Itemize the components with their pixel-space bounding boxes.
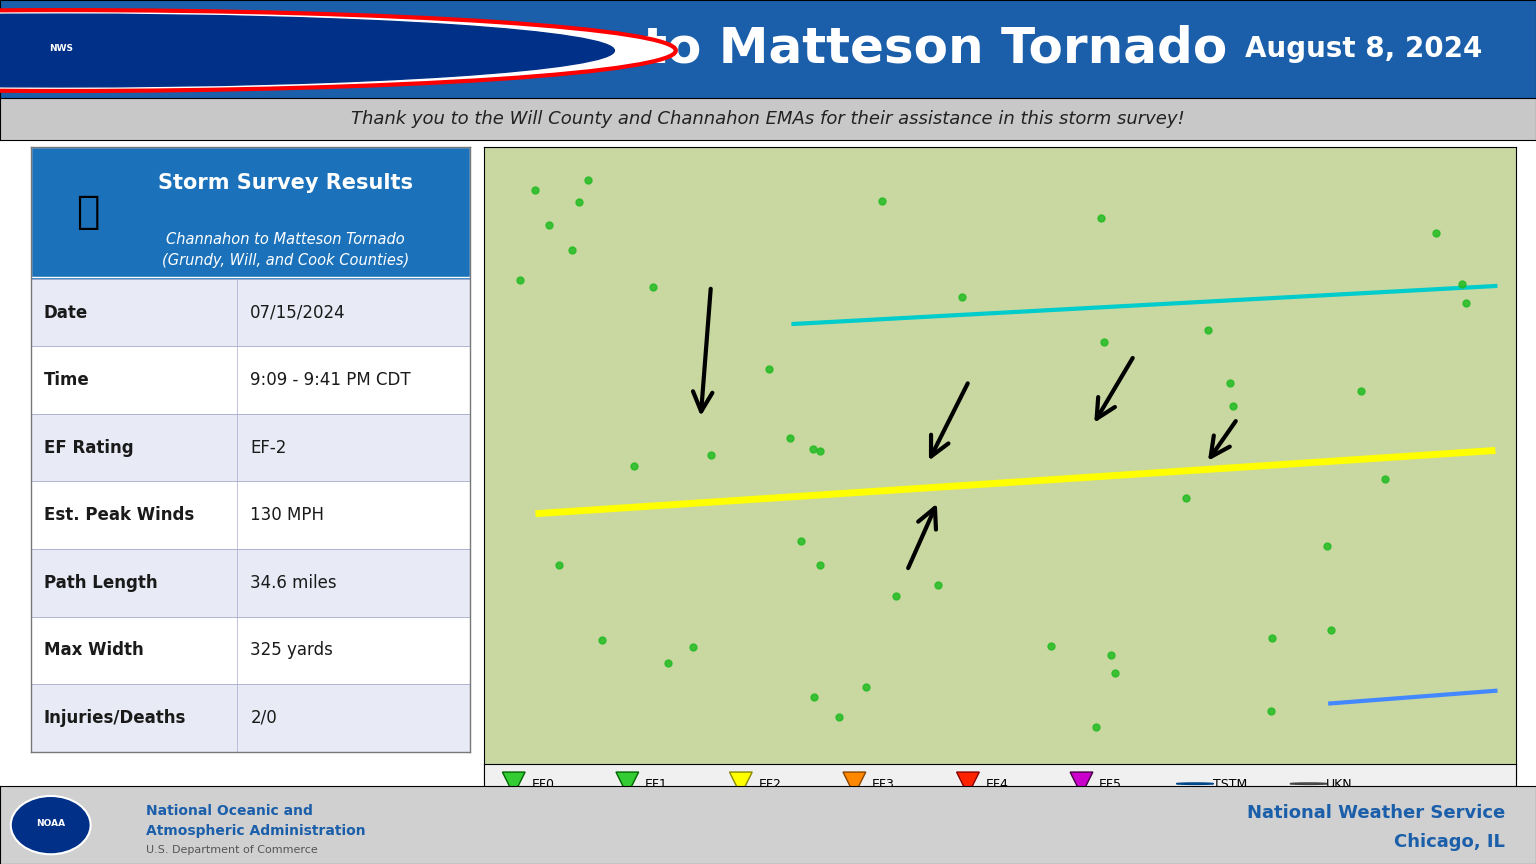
Circle shape <box>1290 783 1327 785</box>
Text: National Weather Service: National Weather Service <box>1247 804 1505 823</box>
Text: 9:09 - 9:41 PM CDT: 9:09 - 9:41 PM CDT <box>250 371 412 389</box>
Text: August 8, 2024: August 8, 2024 <box>1244 35 1482 62</box>
FancyBboxPatch shape <box>31 617 470 684</box>
Text: EF5: EF5 <box>1100 778 1121 791</box>
Text: Time: Time <box>45 371 89 389</box>
Polygon shape <box>957 772 980 795</box>
Text: U.S. Department of Commerce: U.S. Department of Commerce <box>146 845 318 855</box>
Text: UKN: UKN <box>1326 778 1353 791</box>
Polygon shape <box>843 772 866 795</box>
Text: Channahon to Matteson Tornado
(Grundy, Will, and Cook Counties): Channahon to Matteson Tornado (Grundy, W… <box>161 232 409 268</box>
Text: Est. Peak Winds: Est. Peak Winds <box>45 506 194 524</box>
FancyBboxPatch shape <box>31 147 470 277</box>
Text: Injuries/Deaths: Injuries/Deaths <box>45 708 186 727</box>
FancyBboxPatch shape <box>31 346 470 414</box>
Text: 130 MPH: 130 MPH <box>250 506 324 524</box>
FancyBboxPatch shape <box>31 549 470 617</box>
Text: Storm Survey Results: Storm Survey Results <box>158 173 413 194</box>
Text: TSTM: TSTM <box>1212 778 1247 791</box>
Text: National Oceanic and: National Oceanic and <box>146 804 313 818</box>
Text: Channahon to Matteson Tornado: Channahon to Matteson Tornado <box>309 24 1227 73</box>
Text: NWS: NWS <box>49 44 74 53</box>
Text: EF0: EF0 <box>531 778 554 791</box>
FancyBboxPatch shape <box>31 481 470 549</box>
Text: NOAA: NOAA <box>37 819 65 828</box>
Polygon shape <box>730 772 753 795</box>
Text: Max Width: Max Width <box>45 641 144 659</box>
Text: 07/15/2024: 07/15/2024 <box>250 303 346 321</box>
Text: Atmospheric Administration: Atmospheric Administration <box>146 824 366 838</box>
Text: EF2: EF2 <box>759 778 782 791</box>
Text: EF1: EF1 <box>645 778 668 791</box>
Circle shape <box>0 10 676 91</box>
Polygon shape <box>616 772 639 795</box>
Text: EF3: EF3 <box>872 778 895 791</box>
Text: EF Rating: EF Rating <box>45 439 134 457</box>
Polygon shape <box>502 772 525 795</box>
Text: Path Length: Path Length <box>45 574 158 592</box>
Text: Chicago, IL: Chicago, IL <box>1395 833 1505 851</box>
FancyBboxPatch shape <box>31 414 470 481</box>
Text: 2/0: 2/0 <box>250 708 276 727</box>
Text: 34.6 miles: 34.6 miles <box>250 574 336 592</box>
Text: 325 yards: 325 yards <box>250 641 333 659</box>
Ellipse shape <box>11 796 91 854</box>
FancyBboxPatch shape <box>31 684 470 752</box>
Text: Thank you to the Will County and Channahon EMAs for their assistance in this sto: Thank you to the Will County and Channah… <box>352 111 1184 128</box>
Text: EF-2: EF-2 <box>250 439 287 457</box>
Text: EF4: EF4 <box>986 778 1008 791</box>
Text: 🌪: 🌪 <box>77 194 100 232</box>
Text: Date: Date <box>45 303 88 321</box>
Circle shape <box>0 14 614 87</box>
Polygon shape <box>1071 772 1092 795</box>
FancyBboxPatch shape <box>31 279 470 346</box>
Circle shape <box>1177 783 1213 785</box>
